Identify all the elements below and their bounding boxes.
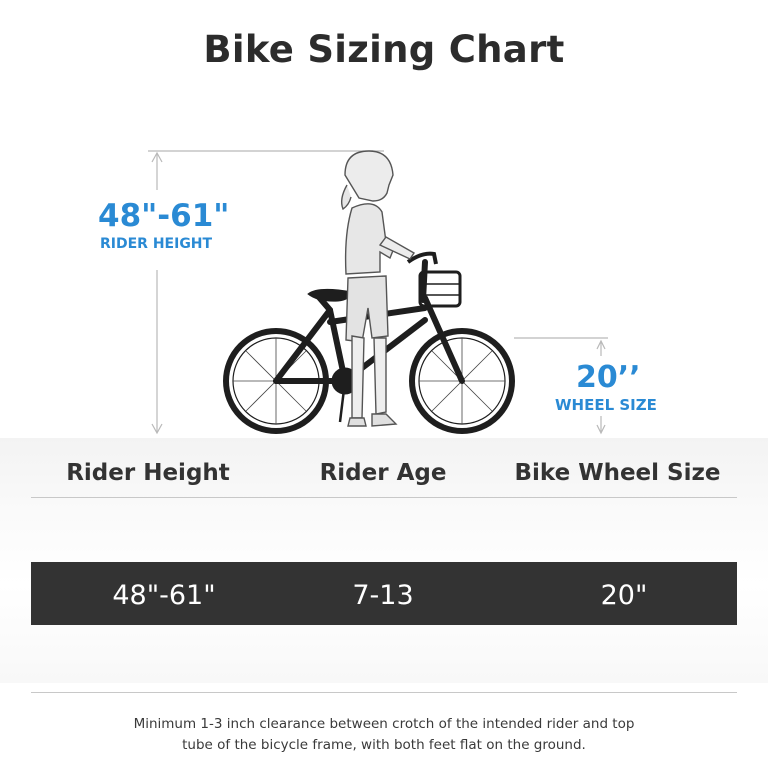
sizing-table-background bbox=[0, 438, 768, 683]
rider-height-label: RIDER HEIGHT bbox=[100, 236, 213, 252]
header-divider bbox=[31, 497, 737, 498]
cell-rider-age: 7-13 bbox=[352, 580, 414, 611]
rider bbox=[340, 150, 415, 427]
table-row: 48"-61" 7-13 20" bbox=[31, 562, 737, 625]
rider-shoes bbox=[347, 413, 398, 427]
header-rider-age: Rider Age bbox=[319, 460, 447, 486]
wheel-size-indicator bbox=[514, 337, 608, 435]
rider-legs bbox=[351, 335, 387, 419]
footnote-line-2: tube of the bicycle frame, with both fee… bbox=[182, 737, 586, 753]
cell-rider-height: 48"-61" bbox=[112, 580, 216, 611]
page-title: Bike Sizing Chart bbox=[203, 28, 565, 71]
footnote: Minimum 1-3 inch clearance between crotc… bbox=[84, 714, 684, 756]
cell-wheel-size: 20" bbox=[600, 580, 648, 611]
header-rider-height: Rider Height bbox=[66, 460, 230, 486]
wheel-size-value: 20’’ bbox=[576, 360, 641, 395]
rider-arm bbox=[378, 236, 415, 260]
rider-height-indicator bbox=[148, 150, 384, 435]
rider-shorts bbox=[345, 275, 389, 343]
saddle bbox=[307, 288, 353, 302]
header-bike-wheel-size: Bike Wheel Size bbox=[514, 460, 721, 486]
front-basket bbox=[418, 270, 462, 308]
wheel-size-label: WHEEL SIZE bbox=[555, 396, 657, 414]
rider-hair bbox=[340, 184, 352, 211]
rider-torso bbox=[344, 203, 395, 275]
rider-height-value: 48"-61" bbox=[98, 198, 230, 234]
front-wheel bbox=[409, 328, 515, 434]
rider-head bbox=[344, 150, 394, 202]
footnote-line-1: Minimum 1-3 inch clearance between crotc… bbox=[133, 716, 635, 732]
footer-divider bbox=[31, 692, 737, 693]
handlebar bbox=[406, 251, 438, 265]
